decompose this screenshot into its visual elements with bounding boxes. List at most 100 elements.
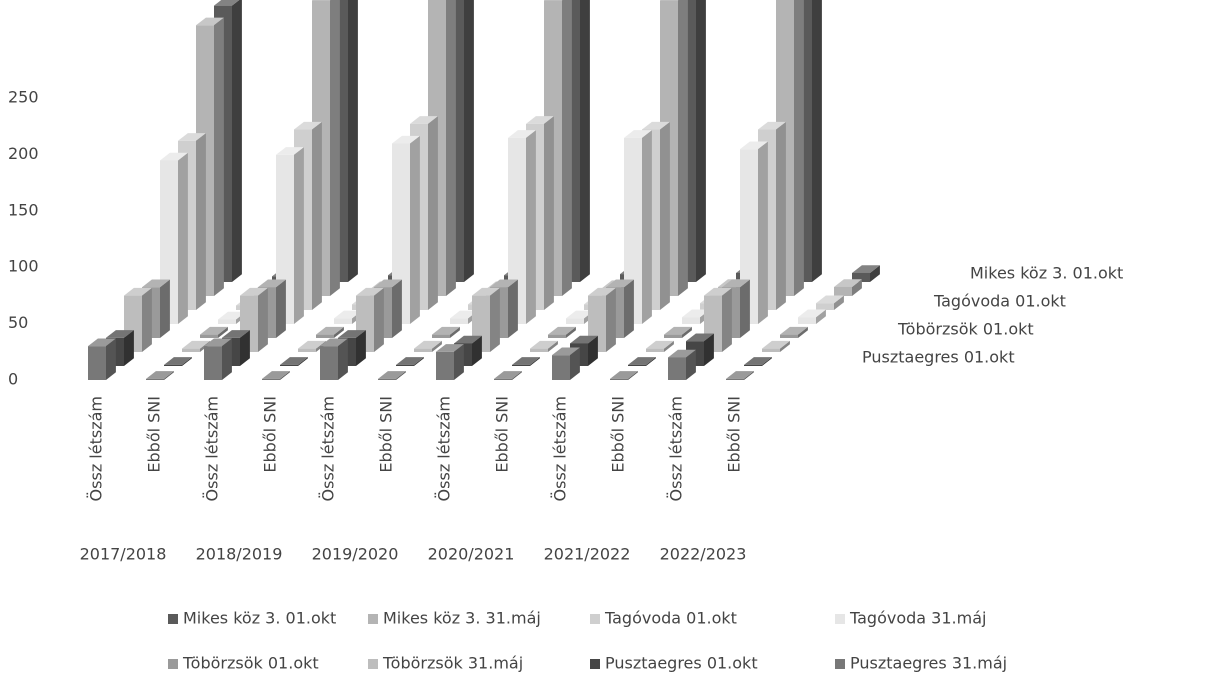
bar-top (816, 295, 844, 304)
x-tick-label: Össz létszám (435, 396, 454, 501)
legend-swatch (590, 614, 600, 624)
bar-top (182, 340, 210, 349)
legend-label: Mikes köz 3. 01.okt (183, 609, 336, 628)
y-tick-label: 250 (8, 88, 39, 107)
bar (218, 319, 236, 324)
bar (512, 364, 530, 366)
bar-top (588, 287, 616, 296)
legend-swatch (168, 659, 178, 669)
bar (298, 348, 316, 352)
bar-side (410, 135, 420, 324)
bar (726, 378, 744, 380)
legend-swatch (168, 614, 178, 624)
bar-top (722, 279, 750, 288)
bar-side (642, 130, 652, 324)
x-tick-label: Ebből SNI (609, 396, 628, 473)
x-tick-label: Ebből SNI (377, 396, 396, 473)
bar (494, 378, 512, 380)
bar-top (218, 311, 246, 320)
bar-top (356, 287, 384, 296)
bar (378, 378, 396, 380)
bar-top (852, 265, 880, 273)
group-label: 2021/2022 (544, 545, 631, 564)
bar (530, 348, 548, 352)
bar (668, 357, 686, 380)
bar (88, 346, 106, 380)
bar (816, 303, 834, 310)
bar (646, 348, 664, 352)
bar-top (258, 279, 286, 288)
bar-side (544, 116, 554, 311)
legend-label: Tagóvoda 01.okt (604, 609, 737, 628)
x-tick-label: Össz létszám (87, 396, 106, 501)
bar-top (280, 357, 308, 365)
x-tick-label: Össz létszám (203, 396, 222, 501)
bar-side (660, 121, 670, 310)
bar-side (682, 326, 692, 338)
x-tick-label: Össz létszám (667, 396, 686, 501)
bar-side (164, 371, 174, 380)
bar-top (106, 330, 134, 338)
bar (664, 334, 682, 338)
bar-side (428, 116, 438, 311)
bar (610, 378, 628, 380)
bar-top (196, 17, 224, 26)
bar-top (338, 330, 366, 338)
bar-side (240, 330, 250, 366)
bar-top (410, 116, 438, 124)
bar-top (432, 326, 460, 335)
bar-side (526, 130, 536, 324)
y-tick-label: 200 (8, 144, 39, 163)
bar-side (214, 17, 224, 297)
bar-top (704, 287, 732, 296)
bar-top (682, 309, 710, 318)
bar-top (436, 344, 464, 352)
bar-top (508, 130, 536, 138)
bar-side (722, 287, 732, 352)
legend-swatch (368, 659, 378, 669)
bar (628, 364, 646, 366)
bar (396, 364, 414, 366)
bar-side (664, 340, 674, 352)
bar-top (164, 357, 192, 365)
bar-side (628, 371, 638, 380)
bar-top (798, 309, 826, 318)
bar-top (142, 279, 170, 288)
bar-side (758, 141, 768, 324)
bar (548, 334, 566, 338)
bar (164, 364, 182, 366)
bar-side (686, 349, 696, 380)
bar-top (298, 340, 326, 349)
bar (262, 378, 280, 380)
bar-side (142, 287, 152, 352)
bar-side (196, 133, 206, 310)
bar-top (740, 141, 768, 150)
bar-side (776, 121, 786, 310)
bar (798, 317, 816, 324)
bar-side (446, 0, 456, 296)
bar-top (240, 287, 268, 296)
bar (280, 364, 298, 366)
bar-top (178, 133, 206, 141)
bar (744, 364, 762, 366)
legend-label: Mikes köz 3. 31.máj (383, 609, 541, 628)
bar (204, 346, 222, 380)
bar-top (276, 147, 304, 155)
bar-top (294, 121, 322, 130)
bar-side (258, 287, 268, 352)
bar-top (642, 121, 670, 130)
y-tick-label: 0 (8, 370, 18, 389)
bar-top (320, 338, 348, 347)
bar-side (178, 152, 188, 324)
bar (762, 348, 780, 352)
depth-label: Pusztaegres 01.okt (862, 348, 1015, 367)
bar-top (762, 340, 790, 349)
bar-top (570, 335, 598, 344)
bar (436, 351, 454, 380)
group-label: 2022/2023 (660, 545, 747, 564)
bar-side (606, 287, 616, 352)
bar-side (812, 0, 822, 282)
bar-side (794, 0, 804, 296)
bar-side (798, 326, 808, 338)
bar-top (392, 135, 420, 144)
